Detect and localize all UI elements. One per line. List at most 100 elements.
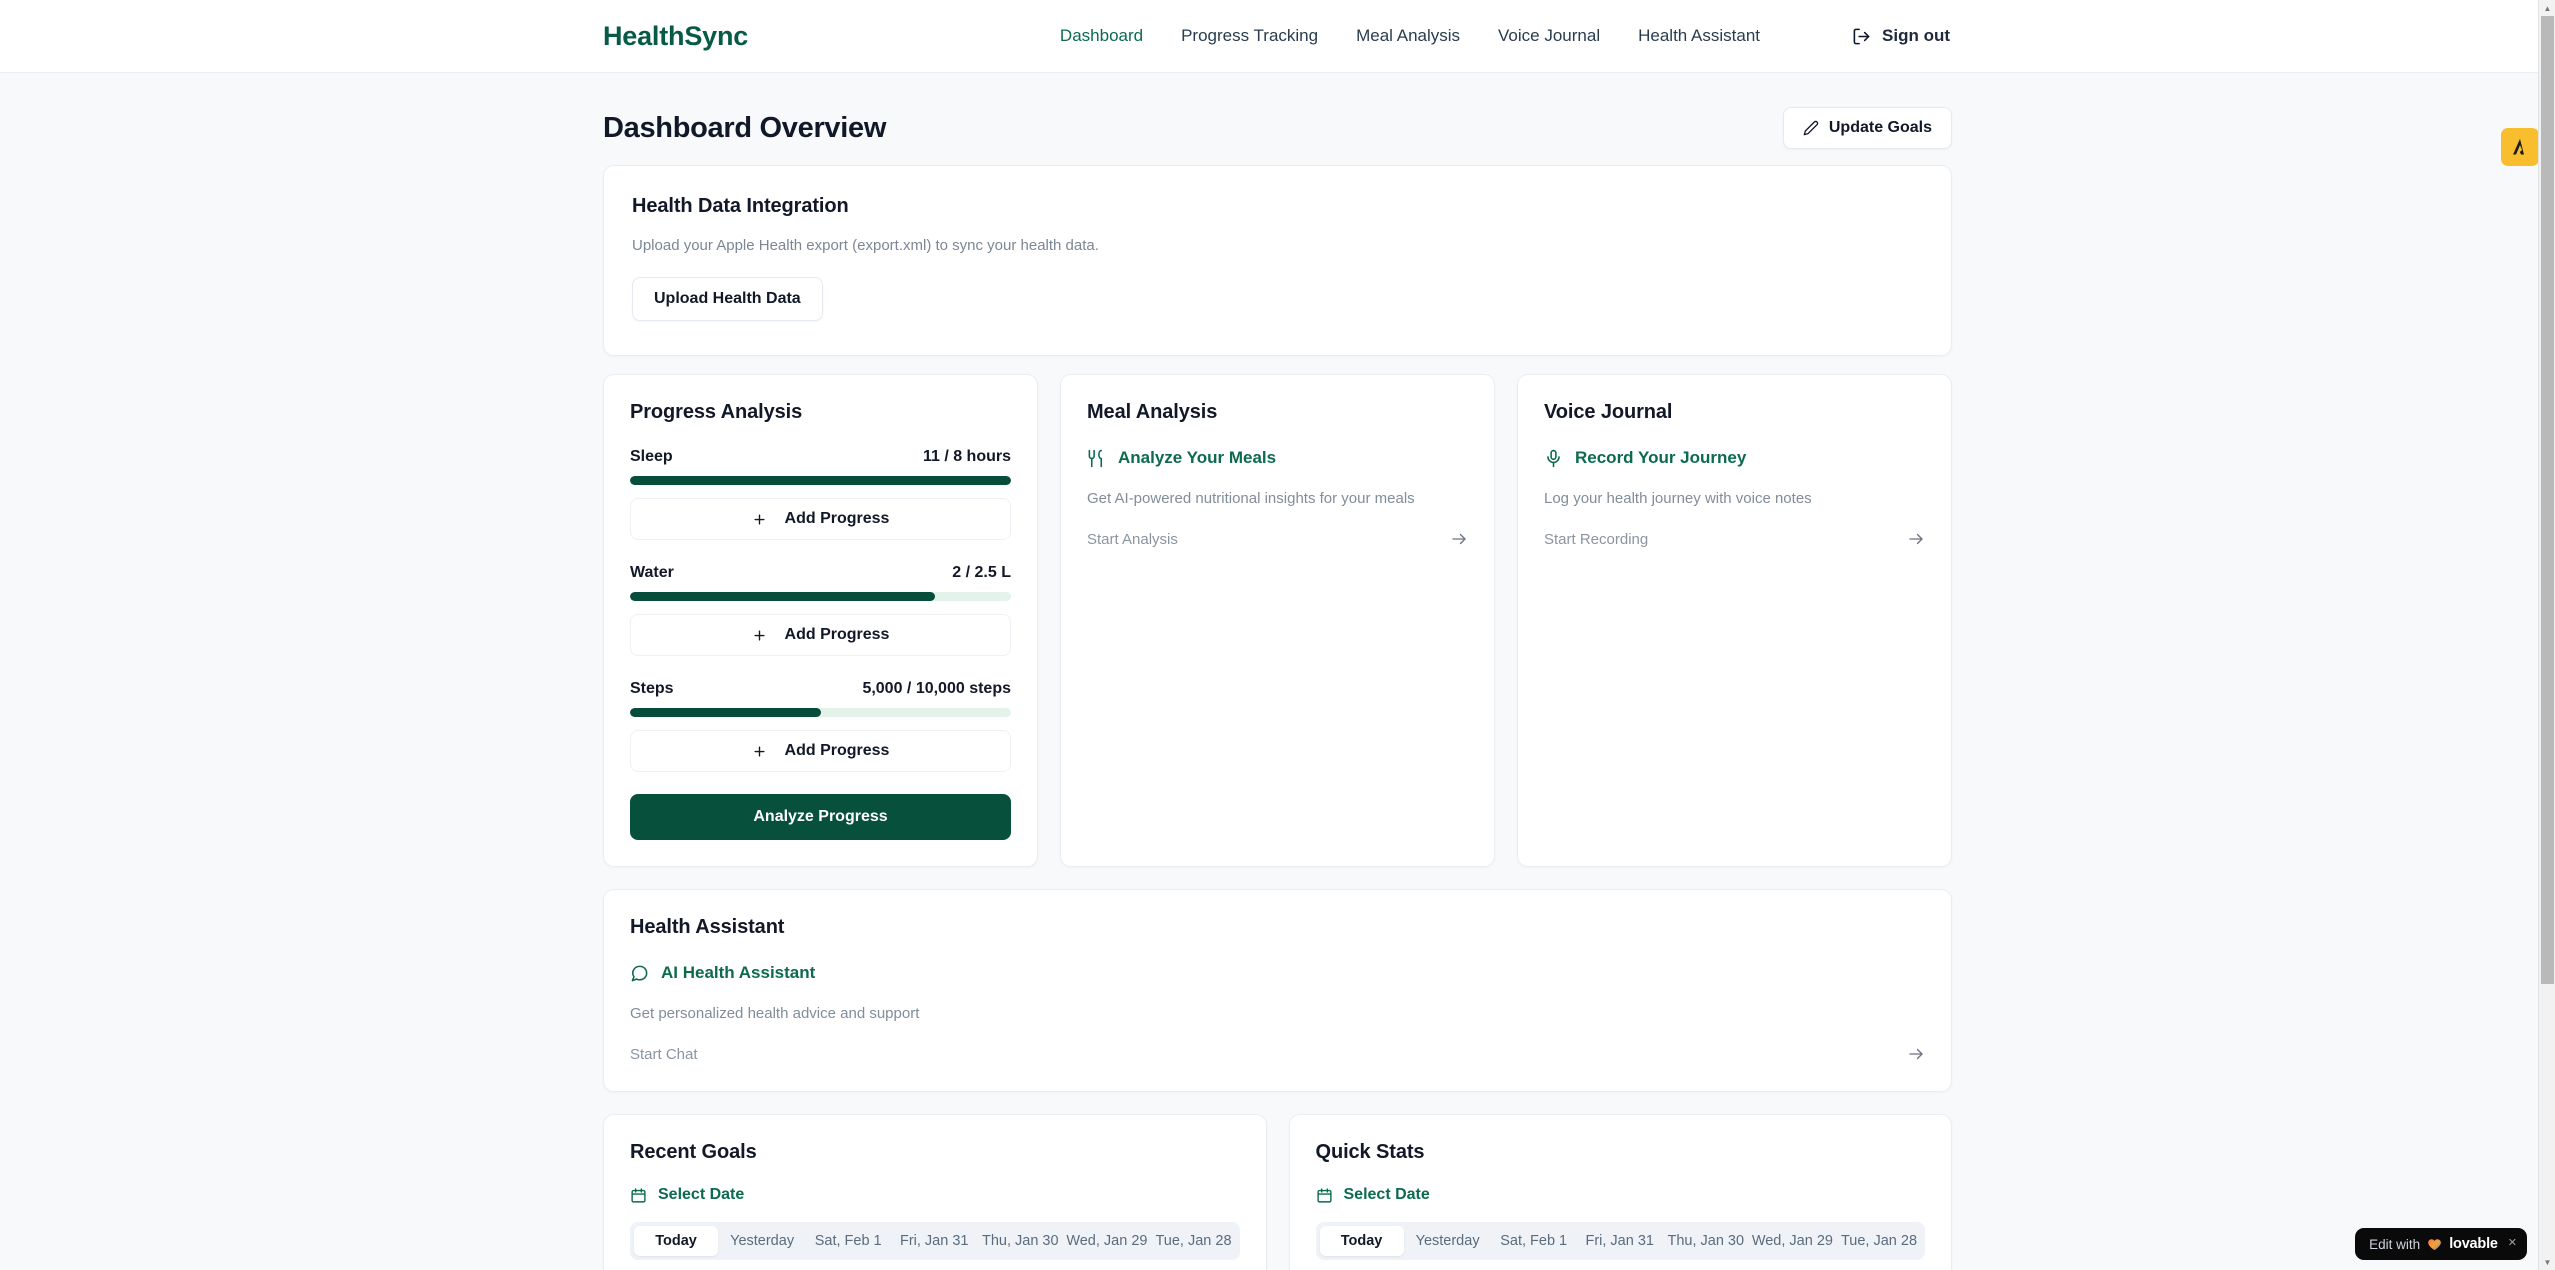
start-chat-cta[interactable]: Start Chat (630, 1045, 1925, 1063)
app-logo[interactable]: HealthSync (603, 20, 749, 51)
quick-stats-card: Quick Stats Select Date Today Yesterday … (1288, 1114, 1952, 1270)
nav-item-meal-analysis[interactable]: Meal Analysis (1356, 26, 1461, 45)
meal-analysis-description: Get AI-powered nutritional insights for … (1087, 490, 1415, 507)
arrow-right-icon (1907, 1045, 1925, 1063)
start-chat-label: Start Chat (630, 1045, 698, 1063)
cards-row-primary: Progress Analysis Sleep 11 / 8 hours Add… (603, 374, 1952, 867)
metric-sleep-value: 11 / 8 hours (922, 448, 1011, 465)
update-goals-label: Update Goals (1828, 119, 1932, 136)
nav-item-dashboard[interactable]: Dashboard (1059, 26, 1144, 45)
date-tab-sat-feb-1[interactable]: Sat, Feb 1 (1500, 1233, 1568, 1249)
update-goals-button[interactable]: Update Goals (1782, 107, 1952, 149)
date-tab-thu-jan-30[interactable]: Thu, Jan 30 (1667, 1233, 1745, 1249)
chat-bubble-icon (630, 964, 649, 983)
lovable-edit-badge[interactable]: Edit with lovable ✕ (2355, 1228, 2527, 1260)
progress-analysis-card: Progress Analysis Sleep 11 / 8 hours Add… (603, 374, 1038, 867)
voice-journal-title: Voice Journal (1544, 401, 1673, 423)
analyze-progress-button[interactable]: Analyze Progress (630, 794, 1011, 840)
upload-health-data-button[interactable]: Upload Health Data (632, 277, 823, 321)
date-tab-sat-feb-1[interactable]: Sat, Feb 1 (814, 1233, 882, 1249)
add-progress-water-label: Add Progress (784, 626, 890, 643)
scroll-down-icon[interactable]: ▼ (2543, 1257, 2552, 1267)
date-tab-wed-jan-29[interactable]: Wed, Jan 29 (1066, 1233, 1148, 1249)
integration-description: Upload your Apple Health export (export.… (632, 237, 1099, 254)
logout-icon (1852, 27, 1871, 46)
start-recording-cta[interactable]: Start Recording (1544, 530, 1925, 548)
date-tab-yesterday[interactable]: Yesterday (730, 1233, 795, 1249)
progress-analysis-title: Progress Analysis (630, 401, 803, 423)
close-icon[interactable]: ✕ (2507, 1237, 2517, 1249)
calendar-icon (1316, 1187, 1333, 1204)
record-your-journey-link[interactable]: Record Your Journey (1544, 448, 1925, 468)
quick-stats-title: Quick Stats (1315, 1141, 1425, 1163)
recent-goals-select-date-button[interactable]: Select Date (630, 1186, 1240, 1204)
page-header: Dashboard Overview Update Goals (603, 73, 1952, 165)
metric-steps-value: 5,000 / 10,000 steps (862, 680, 1011, 697)
page-title: Dashboard Overview (603, 111, 887, 144)
brand-a-icon[interactable] (2501, 128, 2539, 166)
date-tab-tue-jan-28[interactable]: Tue, Jan 28 (1840, 1233, 1918, 1249)
quick-stats-select-date-button[interactable]: Select Date (1316, 1186, 1926, 1204)
ai-health-assistant-label: AI Health Assistant (661, 963, 816, 982)
voice-journal-card: Voice Journal Record Your Journey Log yo… (1517, 374, 1952, 867)
microphone-icon (1544, 449, 1563, 468)
recent-goals-title: Recent Goals (630, 1141, 757, 1163)
dashboard-page: Dashboard Overview Update Goals Health D… (0, 73, 2555, 1270)
metric-sleep-label: Sleep (630, 448, 673, 465)
recent-goals-card: Recent Goals Select Date Today Yesterday… (603, 1114, 1267, 1270)
pencil-icon (1803, 120, 1819, 136)
health-assistant-description: Get personalized health advice and suppo… (630, 1005, 920, 1022)
arrow-right-icon (1450, 530, 1468, 548)
sign-out-label: Sign out (1882, 26, 1950, 45)
scrollbar-thumb[interactable] (2541, 16, 2554, 984)
nav-item-health-assistant[interactable]: Health Assistant (1638, 26, 1761, 45)
app-header: HealthSync Dashboard Progress Tracking M… (0, 0, 2555, 73)
metric-sleep-fill (630, 476, 1011, 485)
add-progress-water-button[interactable]: Add Progress (630, 614, 1011, 656)
meal-analysis-title: Meal Analysis (1087, 401, 1218, 423)
metric-sleep-progressbar (630, 476, 1011, 485)
metric-steps-label: Steps (630, 680, 674, 697)
start-recording-label: Start Recording (1544, 530, 1649, 548)
ai-health-assistant-link[interactable]: AI Health Assistant (630, 963, 1925, 983)
badge-prefix-label: Edit with (2369, 1236, 2421, 1252)
start-analysis-label: Start Analysis (1087, 530, 1178, 548)
integration-title: Health Data Integration (632, 195, 849, 217)
metric-water-progressbar (630, 592, 1011, 601)
quick-stats-date-tabs: Today Yesterday Sat, Feb 1 Fri, Jan 31 T… (1315, 1222, 1925, 1260)
date-tab-tue-jan-28[interactable]: Tue, Jan 28 (1155, 1233, 1232, 1249)
analyze-your-meals-link[interactable]: Analyze Your Meals (1087, 448, 1468, 468)
plus-icon (752, 628, 767, 643)
voice-journal-description: Log your health journey with voice notes (1544, 490, 1812, 507)
record-your-journey-label: Record Your Journey (1575, 448, 1747, 467)
date-tab-thu-jan-30[interactable]: Thu, Jan 30 (981, 1233, 1059, 1249)
quick-stats-select-date-label: Select Date (1343, 1186, 1430, 1203)
scroll-up-icon[interactable]: ▲ (2543, 3, 2552, 13)
add-progress-steps-button[interactable]: Add Progress (630, 730, 1011, 772)
date-tab-yesterday[interactable]: Yesterday (1415, 1233, 1480, 1249)
add-progress-sleep-label: Add Progress (784, 510, 890, 527)
metric-steps: Steps 5,000 / 10,000 steps Add Progress (630, 680, 1011, 772)
date-tab-wed-jan-29[interactable]: Wed, Jan 29 (1751, 1233, 1833, 1249)
plus-icon (752, 744, 767, 759)
start-analysis-cta[interactable]: Start Analysis (1087, 530, 1468, 548)
nav-item-progress-tracking[interactable]: Progress Tracking (1181, 26, 1319, 45)
nav-item-voice-journal[interactable]: Voice Journal (1498, 26, 1601, 45)
date-tab-fri-jan-31[interactable]: Fri, Jan 31 (899, 1233, 969, 1249)
health-assistant-card: Health Assistant AI Health Assistant Get… (603, 889, 1952, 1092)
main-nav: Dashboard Progress Tracking Meal Analysi… (1060, 26, 1950, 46)
sign-out-button[interactable]: Sign out (1852, 26, 1950, 46)
vertical-scrollbar[interactable]: ▲ ▼ (2538, 0, 2555, 1270)
recent-goals-select-date-label: Select Date (658, 1186, 745, 1203)
health-assistant-title: Health Assistant (630, 916, 785, 938)
cards-row-secondary: Recent Goals Select Date Today Yesterday… (603, 1114, 1952, 1270)
utensils-icon (1087, 449, 1106, 468)
heart-icon (2427, 1237, 2442, 1252)
metric-water-value: 2 / 2.5 L (952, 564, 1011, 581)
date-tab-today[interactable]: Today (1319, 1226, 1404, 1256)
metric-steps-fill (630, 708, 821, 717)
date-tab-today[interactable]: Today (634, 1226, 719, 1256)
add-progress-sleep-button[interactable]: Add Progress (630, 498, 1011, 540)
date-tab-fri-jan-31[interactable]: Fri, Jan 31 (1585, 1233, 1654, 1249)
metric-sleep: Sleep 11 / 8 hours Add Progress (630, 448, 1011, 540)
